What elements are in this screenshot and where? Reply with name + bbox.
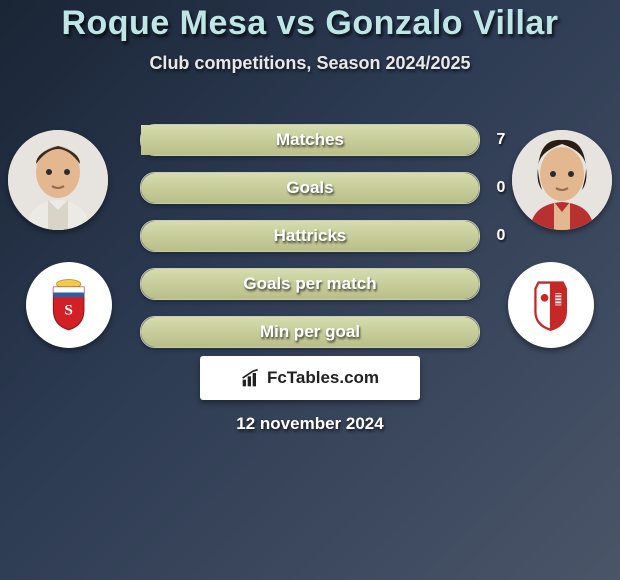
page-title: Roque Mesa vs Gonzalo Villar [0, 4, 620, 43]
player-left-avatar [8, 130, 108, 230]
brand-badge: FcTables.com [200, 356, 420, 400]
svg-text:S: S [65, 302, 73, 319]
stat-label: Min per goal [141, 317, 479, 347]
comparison-card: Roque Mesa vs Gonzalo Villar Club compet… [0, 4, 620, 580]
bars-icon [241, 368, 261, 388]
stat-value-right: 0 [485, 221, 517, 251]
stat-row: Goals0 [140, 172, 480, 204]
brand-text: FcTables.com [267, 368, 379, 388]
date-line: 12 november 2024 [0, 414, 620, 434]
stat-row: Matches7 [140, 124, 480, 156]
stat-label: Goals per match [141, 269, 479, 299]
stat-value-right: 0 [485, 173, 517, 203]
stat-row: Min per goal [140, 316, 480, 348]
stat-label: Matches [141, 125, 479, 155]
stat-label: Hattricks [141, 221, 479, 251]
stat-value-right: 7 [485, 125, 517, 155]
player-right-avatar [512, 130, 612, 230]
club-right-crest [508, 262, 594, 348]
stat-row: Hattricks0 [140, 220, 480, 252]
club-left-crest: S [26, 262, 112, 348]
stat-row: Goals per match [140, 268, 480, 300]
stat-label: Goals [141, 173, 479, 203]
subtitle: Club competitions, Season 2024/2025 [0, 53, 620, 74]
stats-rows: Matches7 Goals0 Hattricks0 Goals per match M… [140, 124, 480, 364]
